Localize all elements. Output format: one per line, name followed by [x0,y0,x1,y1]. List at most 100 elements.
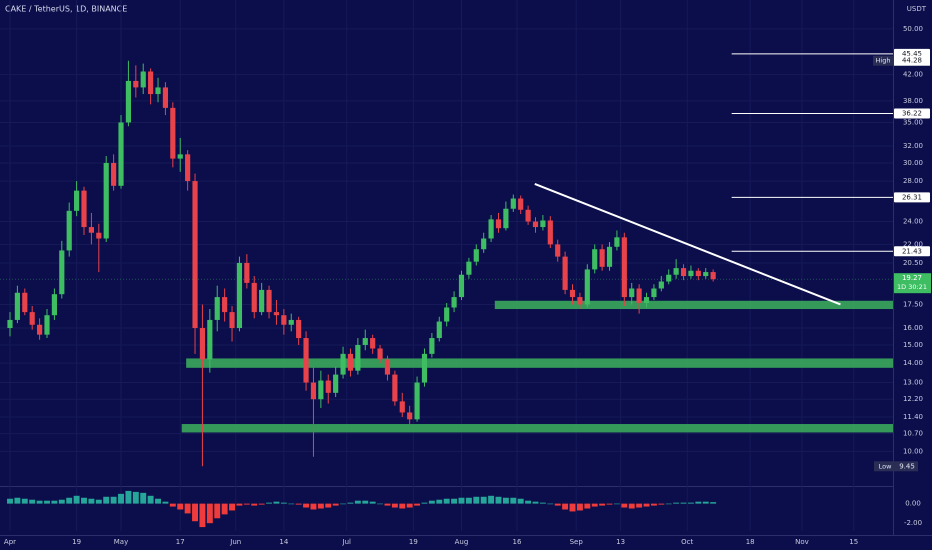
macd-bar [606,503,613,505]
macd-tick-label: -2.00 [904,519,922,527]
low-value: 9.45 [899,462,915,470]
candle-body [281,315,287,325]
macd-bar [369,501,376,504]
macd-tick-label: 0.00 [905,500,921,508]
candle-body [222,297,228,313]
candle-body [584,269,590,305]
candle-body [273,312,280,316]
candle-body [251,282,257,313]
macd-bar [406,503,413,508]
macd-bar [687,502,694,504]
macd-bar [214,503,221,519]
macd-bar [421,502,428,504]
candle-body [192,181,198,329]
macd-bar [399,503,406,509]
macd-bar [21,498,28,504]
macd-bar [569,503,576,512]
candle-body [162,87,169,108]
macd-bar [14,497,21,504]
candle-body [525,209,531,222]
macd-bar [658,503,665,505]
level-label: 21.43 [902,247,922,255]
macd-bar [554,503,561,506]
candle-body [473,249,479,262]
candle-body [51,294,57,316]
macd-bar [184,503,191,514]
macd-bar [428,500,435,504]
macd-bar [125,490,132,504]
support-zone [186,358,894,368]
macd-bar [414,503,421,506]
candle-body [488,219,494,239]
macd-bar [391,503,398,508]
macd-bar [95,499,102,504]
macd-bar [576,503,583,511]
candle-body [59,250,65,295]
y-tick-label: 35.00 [903,118,923,126]
macd-bar [465,497,472,504]
macd-bar [140,492,147,504]
support-zone [181,424,893,433]
candle-body [710,272,716,280]
candle-body [347,353,354,371]
level-label: 36.22 [902,109,922,117]
macd-bar [680,502,687,504]
y-tick-label: 50.00 [903,25,923,33]
candle-body [614,237,620,247]
macd-bar [162,501,169,504]
candle-body [532,221,539,228]
candle-body [592,249,598,270]
candle-body [577,297,583,305]
candle-body [562,256,568,290]
macd-bar [44,500,50,504]
candle-body [81,190,87,228]
x-tick-label: 14 [279,538,288,546]
macd-bar [628,503,635,509]
candle-body [569,289,576,298]
candle-body [37,324,43,335]
macd-bar [643,503,650,507]
macd-bar [66,497,73,504]
macd-bar [7,498,13,504]
macd-bar [621,503,628,508]
macd-bar [702,501,709,504]
candle-body [680,268,687,277]
candle-body [214,297,220,320]
macd-bar [169,503,176,507]
countdown: 1D 30:21 [897,283,927,291]
candle-body [244,262,250,283]
macd-bar [562,503,569,510]
candle-body [288,319,294,325]
macd-bar [118,493,124,504]
macd-bar [273,501,280,504]
candle-body [22,292,28,313]
last-price-box [894,273,931,294]
candle-body [392,374,398,402]
candle-body [421,353,428,383]
candle-body [140,71,146,88]
candle-body [236,262,243,329]
macd-bar [710,502,717,504]
candle-body [185,154,191,182]
macd-bar [206,503,213,524]
candle-body [555,244,561,257]
y-tick-label: 38.00 [903,97,923,105]
candle-body [695,270,701,277]
x-tick-label: Jun [229,538,241,546]
candle-body [155,87,161,95]
candle-body [658,281,664,289]
macd-bar [377,503,384,505]
candle-body [444,307,450,322]
y-tick-label: 14.00 [903,359,923,367]
candle-body [303,338,309,383]
macd-bar [502,497,509,504]
x-tick-label: Oct [681,538,693,546]
macd-bar [110,496,117,504]
candle-body [340,353,346,375]
macd-bar [354,500,361,504]
currency: USDT [907,5,927,13]
macd-bar [288,503,295,505]
macd-bar [488,495,495,504]
level-label: 26.31 [902,193,922,201]
macd-bar [81,497,87,504]
